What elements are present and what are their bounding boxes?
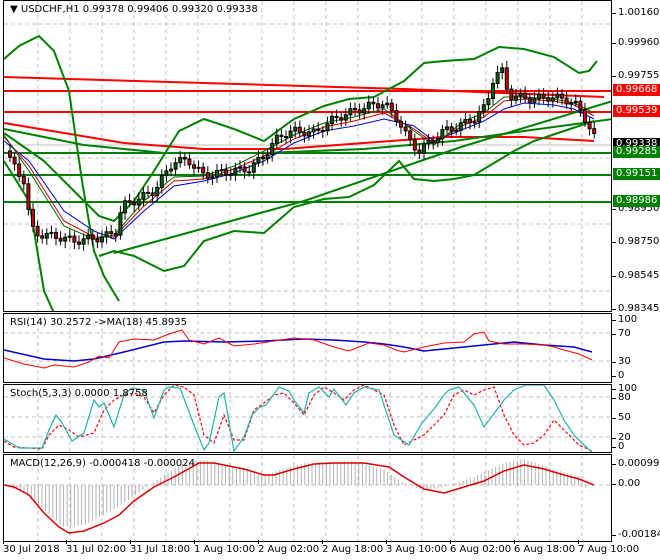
support-level-badge: 0.98986 (613, 195, 660, 207)
price-tick: 0.98345 (611, 303, 660, 314)
stoch-tick: 100 (611, 383, 638, 394)
chart-title: ▼ USDCHF,H1 0.99378 0.99406 0.99320 0.99… (10, 4, 258, 15)
price-tick: 0.99960 (611, 37, 660, 48)
rsi-tick: 30 (612, 356, 631, 367)
symbol-label: USDCHF,H1 (20, 4, 80, 15)
rsi-panel[interactable]: RSI(14) 30.2572 ->MA(18) 45.8935 (3, 313, 612, 383)
stoch-tick: 50 (612, 412, 631, 423)
time-tick: 7 Aug 10:00 (578, 540, 640, 555)
time-tick: 6 Aug 18:00 (514, 540, 576, 555)
price-tick: 0.98750 (611, 236, 660, 247)
support-level-badge: 0.99151 (613, 168, 660, 180)
macd-tick: -0.001841 (611, 530, 660, 540)
price-tick: 0.98545 (611, 270, 660, 281)
collapse-triangle-icon[interactable]: ▼ (10, 4, 18, 15)
price-axis: 1.00160 0.99960 0.99755 0.98950 0.98750 … (611, 0, 660, 314)
stoch-tick: 20 (612, 432, 631, 443)
rsi-tick: 70 (612, 328, 631, 339)
rsi-tick: 0 (611, 370, 625, 381)
macd-axis: 0.000992 0.00 -0.001841 (611, 454, 660, 542)
time-tick: 1 Aug 10:00 (194, 540, 256, 555)
support-level-badge: 0.99285 (613, 146, 660, 158)
ohlc-values: 0.99378 0.99406 0.99320 0.99338 (82, 4, 258, 15)
macd-label: MACD(12,26,9) -0.000418 -0.000024 (10, 458, 195, 469)
resistance-level-badge: 0.99539 (613, 105, 660, 117)
macd-tick: 0.00 (611, 478, 641, 489)
macd-tick: 0.000992 (612, 459, 660, 469)
macd-panel[interactable]: MACD(12,26,9) -0.000418 -0.000024 (3, 454, 612, 542)
time-tick: 31 Jul 02:00 (66, 540, 126, 555)
rsi-chart-canvas (4, 314, 611, 382)
time-tick: 30 Jul 2018 (3, 540, 60, 555)
stoch-axis: 100 80 50 20 0 (611, 383, 660, 453)
time-tick: 6 Aug 02:00 (450, 540, 512, 555)
resistance-level-badge: 0.99668 (613, 84, 660, 96)
rsi-tick: 100 (611, 314, 638, 325)
time-tick: 2 Aug 18:00 (322, 540, 384, 555)
stoch-label: Stoch(5,3,3) 0.0000 1.8758 (10, 388, 148, 399)
rsi-label: RSI(14) 30.2572 ->MA(18) 45.8935 (10, 317, 187, 328)
rsi-axis: 100 70 30 0 (611, 313, 660, 383)
stoch-tick: 80 (612, 392, 631, 403)
macd-chart-canvas (4, 455, 611, 541)
time-axis: 30 Jul 2018 31 Jul 02:00 31 Jul 18:00 1 … (0, 540, 660, 560)
stoch-tick: 0 (611, 441, 625, 452)
time-tick: 31 Jul 18:00 (130, 540, 190, 555)
price-chart-canvas (4, 1, 611, 311)
time-tick: 2 Aug 02:00 (258, 540, 320, 555)
price-tick: 0.99755 (611, 70, 660, 81)
time-tick: 3 Aug 10:00 (386, 540, 448, 555)
stoch-chart-canvas (4, 385, 611, 452)
price-tick: 0.98950 (611, 203, 660, 214)
stochastic-panel[interactable]: Stoch(5,3,3) 0.0000 1.8758 (3, 384, 612, 453)
price-tick: 1.00160 (611, 7, 660, 18)
main-price-panel[interactable]: ▼ USDCHF,H1 0.99378 0.99406 0.99320 0.99… (3, 0, 612, 312)
